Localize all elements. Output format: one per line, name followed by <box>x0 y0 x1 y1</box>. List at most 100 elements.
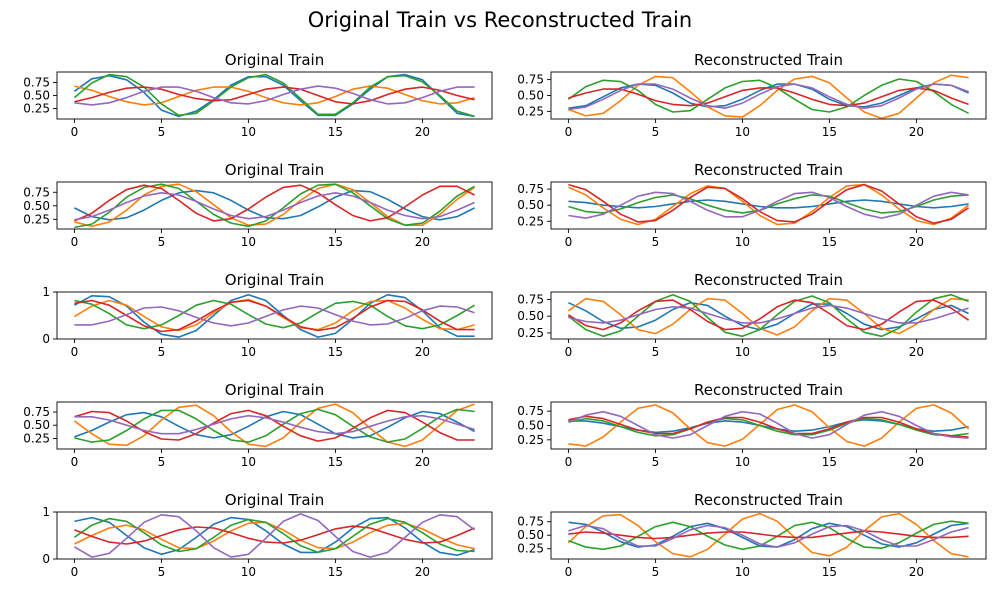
x-tick-label: 15 <box>328 235 343 249</box>
series-line-5 <box>74 414 475 435</box>
subplot-title: Original Train <box>225 491 324 509</box>
subplot-1-2: Reconstructed Train 0 5 10 15 20 0.250.50 0.75 <box>517 51 987 139</box>
y-tick-label: 1 <box>42 505 50 519</box>
x-tick-label: 10 <box>241 345 256 359</box>
x-tick-label: 5 <box>158 455 166 469</box>
series-line-1 <box>73 73 475 118</box>
y-tick-label: 0.25 <box>517 214 544 228</box>
series-line-5 <box>568 524 969 548</box>
axes-frame <box>56 291 493 340</box>
x-tick-label: 15 <box>822 235 837 249</box>
subplot-2-2: Reconstructed Train 0 5 10 15 20 0.25 0.50 0.75 <box>517 161 987 249</box>
series-line-4 <box>74 86 475 105</box>
series-line-4 <box>74 184 475 222</box>
x-tick-label: 10 <box>735 125 750 139</box>
series-line-2 <box>568 74 969 120</box>
x-tick-label: 15 <box>328 125 343 139</box>
x-tick-label: 0 <box>565 235 573 249</box>
x-tick-label: 0 <box>565 565 573 579</box>
subplot-title: Reconstructed Train <box>694 381 843 399</box>
series-line-5 <box>568 304 969 324</box>
subplot-title: Original Train <box>225 161 324 179</box>
series-line-2 <box>74 183 476 228</box>
x-tick-label: 5 <box>158 125 166 139</box>
series-line-5 <box>568 410 969 439</box>
x-tick-label: 20 <box>415 235 430 249</box>
x-tick-label: 20 <box>909 125 924 139</box>
series-line-3 <box>568 194 969 214</box>
subplot-title: Original Train <box>225 381 324 399</box>
x-tick-label: 10 <box>241 565 256 579</box>
subplot-3-1: Original Train 0 5 10 15 20 0 1 <box>42 271 493 359</box>
series-line-2 <box>74 85 475 106</box>
x-tick-label: 20 <box>415 455 430 469</box>
x-tick-label: 10 <box>735 565 750 579</box>
x-tick-label: 20 <box>909 565 924 579</box>
series-line-5 <box>568 191 969 219</box>
y-tick-label: 0.50 <box>517 309 544 323</box>
y-tick-label: 0.50 <box>517 89 544 103</box>
subplot-3-2: Reconstructed Train 0 5 10 15 20 0.25 0.50 0.75 <box>517 271 987 359</box>
x-tick-label: 15 <box>822 565 837 579</box>
y-tick-label: 0.50 <box>23 418 50 432</box>
y-tick-label: 0.75 <box>517 404 544 418</box>
series-line-5 <box>74 305 475 327</box>
x-tick-label: 0 <box>71 235 79 249</box>
x-tick-label: 20 <box>415 125 430 139</box>
x-tick-label: 0 <box>71 565 79 579</box>
series-line-4 <box>568 530 969 540</box>
y-tick-label: 0 <box>42 552 50 566</box>
y-tick-label: 0.75 <box>517 182 544 196</box>
figure-title: Original Train vs Reconstructed Train <box>307 8 693 32</box>
x-tick-label: 5 <box>652 235 660 249</box>
y-tick-label: 0.25 <box>23 102 50 116</box>
series-line-3 <box>74 408 475 443</box>
subplot-4-2: Reconstructed Train 0 5 10 15 20 0.250.500.75 <box>517 381 987 469</box>
x-tick-label: 10 <box>735 345 750 359</box>
axes-frame <box>550 71 987 120</box>
x-tick-label: 5 <box>158 565 166 579</box>
x-tick-label: 5 <box>158 345 166 359</box>
subplot-title: Reconstructed Train <box>694 51 843 69</box>
subplot-5-2: Reconstructed Train 0 5 10 15 20 0.250.500.75 <box>517 491 987 579</box>
y-tick-label: 0.75 <box>23 185 50 199</box>
y-tick-label: 0.75 <box>23 405 50 419</box>
series-line-3 <box>73 73 475 118</box>
x-tick-label: 0 <box>565 125 573 139</box>
y-tick-label: 0.50 <box>23 199 50 213</box>
series-line-4 <box>74 525 475 545</box>
subplot-title: Original Train <box>225 51 324 69</box>
y-tick-label: 1 <box>42 285 50 299</box>
x-tick-label: 5 <box>652 455 660 469</box>
x-tick-label: 0 <box>71 455 79 469</box>
axes-frame <box>56 511 493 560</box>
x-tick-label: 0 <box>71 125 79 139</box>
x-tick-label: 15 <box>822 345 837 359</box>
series-line-1 <box>74 189 475 221</box>
series-line-2 <box>568 404 970 447</box>
series-line-4 <box>568 87 969 107</box>
x-tick-label: 20 <box>415 565 430 579</box>
series-line-3 <box>74 183 475 229</box>
series-line-3 <box>567 78 969 115</box>
x-tick-label: 10 <box>735 455 750 469</box>
series-line-5 <box>568 83 969 111</box>
x-tick-label: 15 <box>328 345 343 359</box>
subplot-4-1: Original Train 0 5 10 15 20 0.250.500.75 <box>23 381 493 469</box>
x-tick-label: 5 <box>158 235 166 249</box>
series-line-3 <box>567 293 969 338</box>
series-line-3 <box>568 520 969 551</box>
x-tick-label: 15 <box>822 455 837 469</box>
y-tick-label: 0.75 <box>517 292 544 306</box>
x-tick-label: 10 <box>241 455 256 469</box>
series-line-2 <box>567 297 969 336</box>
series-line-3 <box>73 517 475 554</box>
subplot-title: Reconstructed Train <box>694 271 843 289</box>
x-tick-label: 15 <box>328 565 343 579</box>
subplot-title: Original Train <box>225 271 324 289</box>
x-tick-label: 0 <box>565 455 573 469</box>
y-tick-label: 0.25 <box>23 212 50 226</box>
series-line-3 <box>74 299 476 330</box>
series-line-2 <box>73 403 475 448</box>
